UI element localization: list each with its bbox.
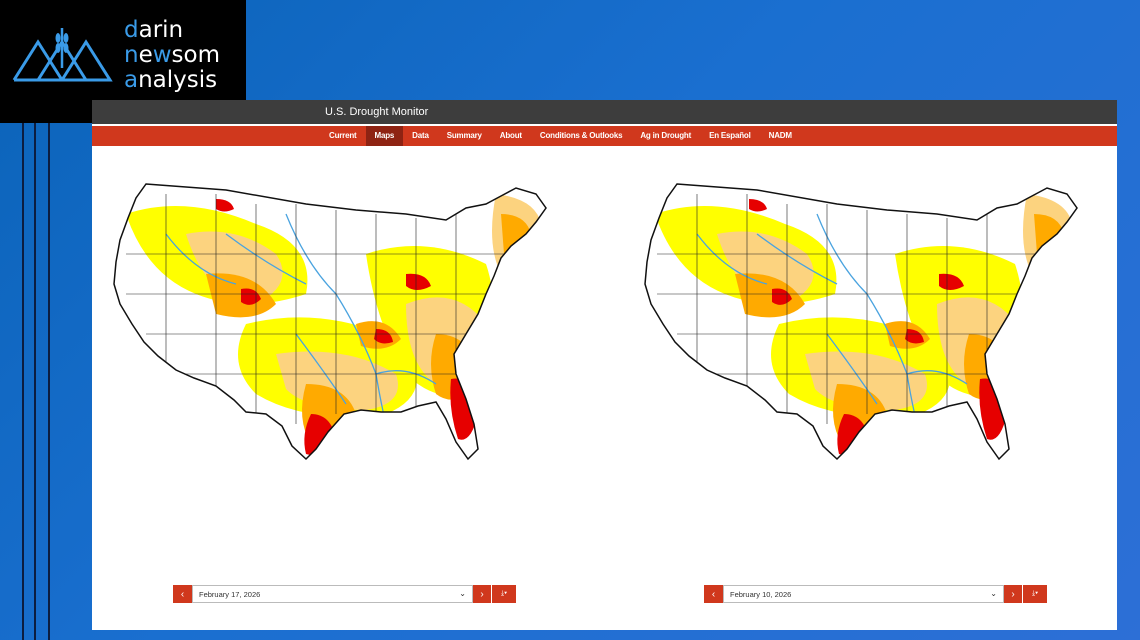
date-control: ‹ February 17, 2026 ⌄ › ⤓▾: [173, 585, 516, 603]
logo-line-3: analysis: [124, 67, 218, 93]
nav-current[interactable]: Current: [329, 131, 357, 140]
nav-nadm[interactable]: NADM: [768, 131, 792, 140]
wheat-triangles-icon: [12, 28, 113, 82]
nav-conditions-outlooks[interactable]: Conditions & Outlooks: [539, 131, 623, 140]
app-title: U.S. Drought Monitor: [92, 100, 1117, 124]
drought-map-feb-10: [637, 174, 1107, 474]
prev-date-button[interactable]: ‹: [173, 585, 192, 603]
date-select[interactable]: February 10, 2026 ⌄: [723, 585, 1004, 603]
download-button[interactable]: ⤓▾: [1023, 585, 1047, 603]
chevron-down-icon: ⌄: [990, 589, 997, 598]
chevron-down-icon: ⌄: [459, 589, 466, 598]
download-icon: ⤓▾: [500, 590, 508, 597]
date-select[interactable]: February 17, 2026 ⌄: [192, 585, 473, 603]
logo: darin newsom analysis: [0, 0, 246, 123]
nav-en-espanol[interactable]: En Español: [709, 131, 751, 140]
drought-map-feb-17: [106, 174, 576, 474]
chevron-left-icon: ‹: [180, 588, 185, 600]
nav-about[interactable]: About: [499, 131, 522, 140]
next-date-button[interactable]: ›: [473, 585, 491, 603]
date-value: February 10, 2026: [730, 589, 792, 599]
browser-window: U.S. Drought Monitor Current Maps Data S…: [92, 100, 1117, 630]
prev-date-button[interactable]: ‹: [704, 585, 723, 603]
decor-line: [34, 123, 36, 640]
decor-line: [22, 123, 24, 640]
decor-line: [48, 123, 50, 640]
us-drought-map: [113, 183, 547, 461]
date-value: February 17, 2026: [199, 589, 261, 599]
logo-line-1: darin: [124, 17, 184, 43]
nav-summary[interactable]: Summary: [446, 131, 482, 140]
date-control: ‹ February 10, 2026 ⌄ › ⤓▾: [704, 585, 1047, 603]
chevron-right-icon: ›: [480, 588, 484, 600]
next-date-button[interactable]: ›: [1004, 585, 1022, 603]
chevron-left-icon: ‹: [711, 588, 716, 600]
logo-line-2: newsom: [124, 42, 221, 68]
download-button[interactable]: ⤓▾: [492, 585, 516, 603]
download-icon: ⤓▾: [1031, 590, 1039, 597]
chevron-right-icon: ›: [1011, 588, 1015, 600]
nav-ag-in-drought[interactable]: Ag in Drought: [640, 131, 692, 140]
divider: [92, 124, 1117, 126]
nav-maps[interactable]: Maps: [365, 126, 404, 146]
us-drought-map: [644, 183, 1078, 461]
nav-bar: Current Maps Data Summary About Conditio…: [92, 126, 1117, 146]
nav-data[interactable]: Data: [412, 131, 429, 140]
